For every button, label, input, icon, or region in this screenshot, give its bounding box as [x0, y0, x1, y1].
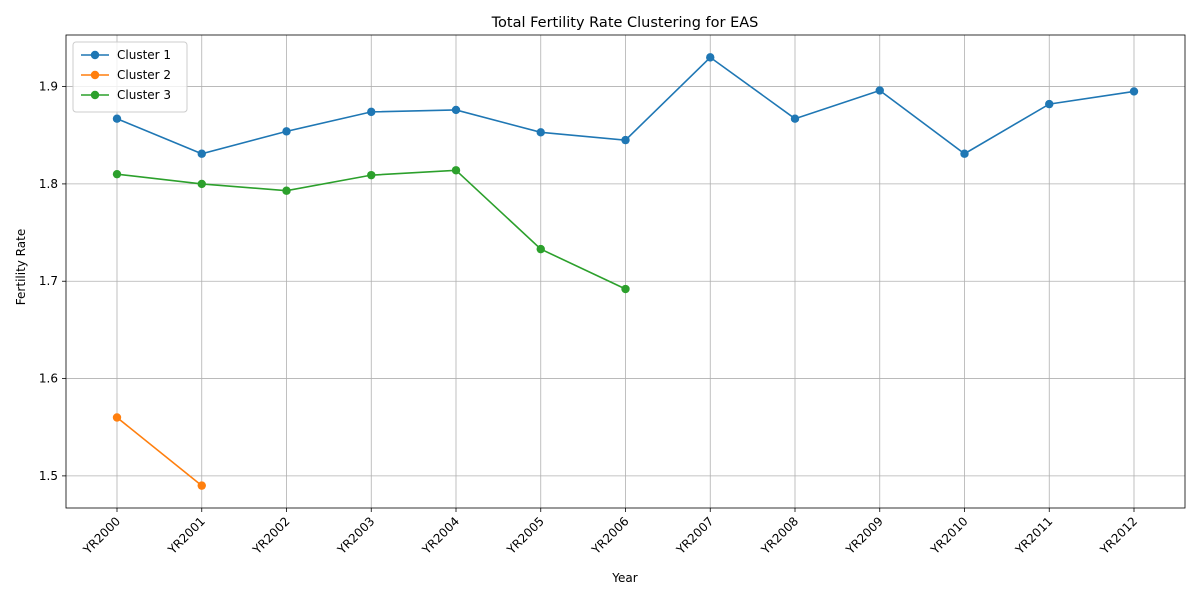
- data-point-1: [960, 149, 969, 158]
- legend-label: Cluster 2: [117, 68, 171, 82]
- data-point-1: [197, 149, 206, 158]
- data-point-1: [875, 86, 884, 95]
- series-layer: [112, 53, 1139, 490]
- data-point-1: [451, 105, 461, 115]
- y-tick-label: 1.8: [39, 177, 58, 191]
- x-tick-label: YR2000: [80, 514, 123, 557]
- grid: [66, 35, 1185, 508]
- axes: YR2000 YR2001 YR2002 YR2003 YR2004 YR2005 YR20…: [39, 34, 1186, 558]
- data-point-1: [1129, 87, 1139, 96]
- data-point-1: [621, 135, 630, 145]
- legend-label: Cluster 3: [117, 88, 171, 102]
- y-tick-label: 1.5: [39, 469, 58, 483]
- data-point-1: [367, 107, 376, 117]
- x-tick-label: YR2005: [504, 514, 547, 557]
- legend-marker: [90, 70, 100, 80]
- x-tick-label: YR2006: [588, 514, 631, 557]
- x-tick-label: YR2001: [165, 514, 208, 557]
- y-tick-label: 1.7: [39, 274, 58, 288]
- y-axis-label: Fertility Rate: [14, 229, 28, 305]
- plot-frame: [65, 34, 1186, 509]
- y-tick-label: 1.9: [39, 80, 58, 94]
- x-tick-label: YR2004: [419, 514, 462, 557]
- x-tick-label: YR2002: [249, 514, 292, 557]
- data-point-1: [536, 128, 545, 137]
- data-point-3: [282, 186, 291, 195]
- data-point-3: [621, 284, 630, 294]
- data-point-3: [536, 244, 545, 254]
- data-point-2: [197, 481, 206, 490]
- x-axis-label: Year: [611, 571, 637, 585]
- data-point-2: [112, 413, 122, 422]
- data-point-1: [790, 114, 800, 123]
- legend-label: Cluster 1: [117, 48, 171, 62]
- data-point-1: [706, 53, 715, 62]
- x-tick-label: YR2010: [927, 514, 970, 557]
- chart-title: Total Fertility Rate Clustering for EAS: [491, 15, 759, 31]
- data-point-3: [451, 166, 461, 175]
- data-point-1: [112, 114, 122, 123]
- y-tick-label: 1.6: [39, 372, 58, 386]
- x-tick-label: YR2012: [1097, 514, 1140, 557]
- data-point-1: [1045, 99, 1054, 109]
- data-point-1: [282, 127, 291, 136]
- data-point-3: [112, 169, 122, 179]
- data-point-3: [367, 170, 376, 180]
- x-tick-label: YR2009: [843, 514, 886, 557]
- legend-marker: [90, 50, 100, 60]
- x-tick-label: YR2003: [334, 514, 377, 557]
- x-tick-label: YR2008: [758, 514, 801, 557]
- x-tick-label: YR2007: [673, 514, 716, 557]
- series-line-2: [116, 416, 203, 487]
- legend: Cluster 1 Cluster 2 Cluster 3: [72, 41, 188, 113]
- legend-marker: [90, 90, 100, 100]
- x-tick-label: YR2011: [1012, 514, 1055, 557]
- data-point-3: [197, 179, 206, 189]
